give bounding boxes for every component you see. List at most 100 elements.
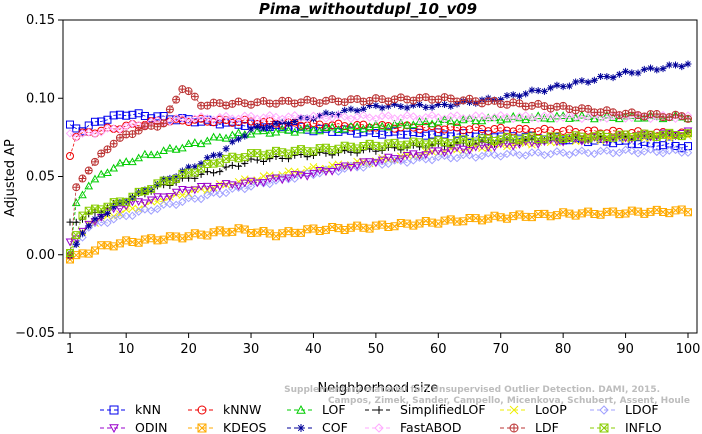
data-point [309,162,318,171]
data-point [140,111,149,120]
data-point [415,152,424,161]
data-point [384,128,393,137]
data-point [284,155,292,163]
data-point [122,111,131,120]
legend-item-ldof: LDOF [590,402,659,417]
data-point [622,67,630,75]
data-point [215,189,225,199]
data-point [408,150,418,159]
data-point [321,168,331,177]
data-point [284,120,292,128]
data-point [190,114,200,123]
data-point [309,170,318,180]
data-point [640,147,649,156]
data-point [115,133,124,142]
data-point [433,147,443,156]
data-point [496,140,506,149]
data-point [390,119,399,128]
data-point [615,148,624,157]
data-point [115,125,125,134]
data-point [97,212,105,220]
data-point [72,240,80,248]
legend-marker [509,405,519,415]
data-point [402,120,412,129]
data-point [203,190,212,200]
data-point [209,188,218,197]
data-point [615,70,623,78]
data-point [652,147,661,157]
data-point [315,166,325,175]
data-point [452,111,462,120]
data-point [671,110,680,119]
data-point [490,124,499,133]
data-point [265,128,275,137]
data-point [66,218,74,226]
data-point [153,180,161,188]
data-point [446,147,456,156]
data-point [78,190,87,199]
data-point [402,158,412,167]
data-point [522,90,530,98]
data-point [396,113,406,123]
data-point [434,100,442,108]
data-point [671,145,680,155]
data-point [509,91,517,99]
data-point [565,105,574,114]
data-point [166,174,174,182]
watermark-line-1: Supplementary material for: Unsupervised… [284,385,660,395]
data-point [684,208,692,217]
data-point [684,114,693,123]
data-point [346,114,356,124]
data-point [227,181,237,190]
data-point [378,154,386,162]
data-point [527,127,536,136]
data-point [134,126,143,135]
data-point [128,119,137,128]
data-point [515,92,523,100]
data-point [646,145,655,154]
data-point [559,101,568,110]
data-point [134,205,143,213]
data-point [97,126,106,135]
data-point [434,125,443,134]
data-point [577,114,587,124]
data-point [97,128,106,137]
data-point [508,142,518,151]
data-point [222,163,230,171]
data-point [72,231,81,240]
legend-label: LDF [535,420,559,434]
legend-marker [197,423,207,433]
data-point [153,204,162,214]
data-point [659,141,668,150]
data-point [471,132,480,141]
data-point [521,151,530,160]
data-point [528,86,536,94]
data-point [359,163,368,172]
data-point [416,101,424,109]
data-point [178,167,186,175]
data-point [609,74,617,82]
data-point [646,114,655,124]
data-point [421,151,431,160]
data-point [140,199,150,208]
data-point [277,124,287,133]
data-point [477,111,487,121]
data-point [378,130,387,139]
data-point [515,150,524,160]
data-point [290,127,300,136]
data-point [684,129,692,138]
data-point [602,146,612,155]
data-point [396,156,406,165]
data-point [202,136,212,145]
data-point [296,171,306,180]
data-point [228,114,237,123]
data-point [471,111,480,120]
data-point [322,109,330,117]
data-point [490,150,499,160]
data-point [577,110,587,119]
data-point [190,92,199,101]
data-point [91,215,99,223]
data-point [159,200,168,209]
data-point [565,111,574,120]
data-point [328,161,337,170]
